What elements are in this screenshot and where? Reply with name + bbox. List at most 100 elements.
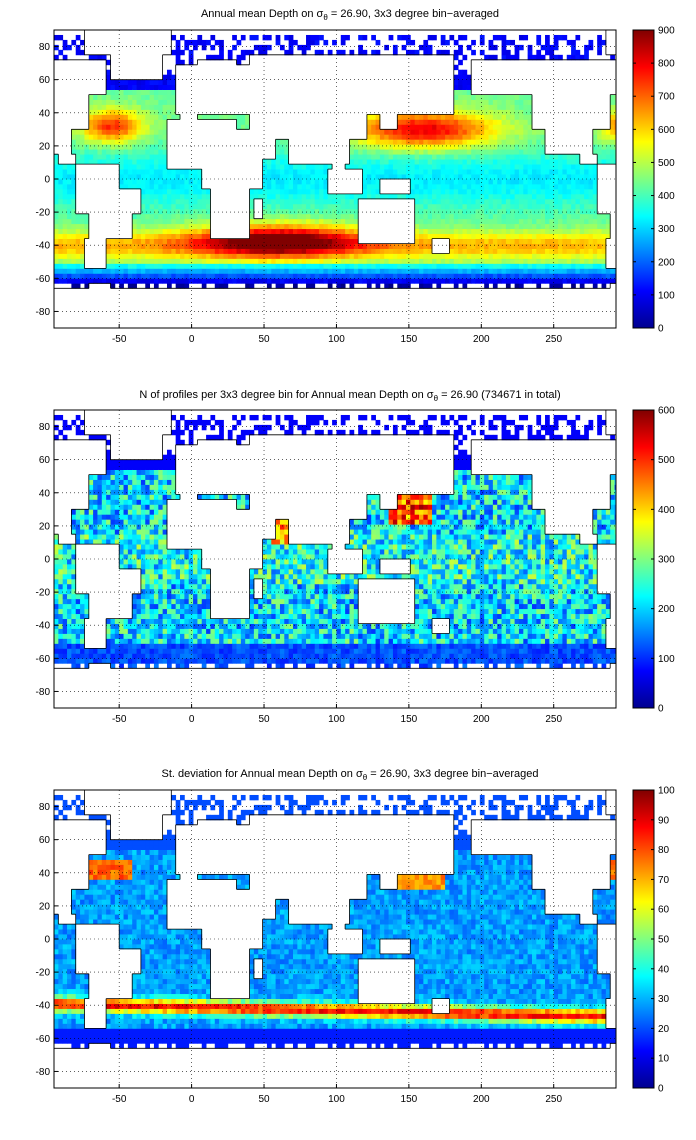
data-cell xyxy=(279,198,285,205)
data-cell xyxy=(492,183,498,190)
data-cell xyxy=(336,253,342,259)
data-cell xyxy=(175,618,181,624)
data-cell xyxy=(275,253,281,259)
data-cell xyxy=(392,174,398,180)
data-cell xyxy=(62,223,68,230)
data-cell xyxy=(193,263,198,269)
data-cell xyxy=(123,134,129,140)
data-cell xyxy=(197,573,203,580)
data-cell xyxy=(336,243,342,249)
data-cell xyxy=(523,34,529,41)
data-cell xyxy=(54,218,59,225)
data-cell xyxy=(184,218,190,225)
data-cell xyxy=(158,573,164,580)
data-cell xyxy=(297,174,303,180)
data-cell xyxy=(175,44,181,51)
data-cell xyxy=(67,164,72,170)
data-cell xyxy=(67,233,72,239)
data-cell xyxy=(75,218,81,225)
data-cell xyxy=(62,238,68,244)
data-cell xyxy=(97,474,103,480)
data-cell xyxy=(545,154,550,160)
data-cell xyxy=(284,193,290,200)
data-cell xyxy=(119,263,124,269)
data-cell xyxy=(449,218,455,225)
data-cell xyxy=(119,479,124,485)
data-cell xyxy=(84,509,90,515)
data-cell xyxy=(271,183,277,190)
data-cell xyxy=(245,653,250,659)
data-cell xyxy=(527,243,533,249)
data-cell xyxy=(319,179,324,185)
data-cell xyxy=(375,193,381,200)
data-cell xyxy=(327,253,333,259)
data-cell xyxy=(466,114,472,120)
data-cell xyxy=(484,278,489,284)
data-cell xyxy=(549,258,555,264)
data-cell xyxy=(284,174,290,180)
data-cell xyxy=(458,253,463,259)
data-cell xyxy=(449,258,455,264)
data-cell xyxy=(153,663,159,669)
data-cell xyxy=(536,208,542,215)
data-cell xyxy=(419,193,424,200)
data-cell xyxy=(236,39,242,46)
data-cell xyxy=(436,139,442,145)
data-cell xyxy=(492,208,498,215)
data-cell xyxy=(453,228,459,235)
data-cell xyxy=(271,228,277,235)
data-cell xyxy=(106,149,111,155)
data-cell xyxy=(462,278,468,284)
data-cell xyxy=(54,278,59,284)
data-cell xyxy=(240,648,246,654)
data-cell xyxy=(219,268,224,274)
data-cell xyxy=(440,134,446,140)
data-cell xyxy=(327,218,333,225)
data-cell xyxy=(514,129,520,135)
data-cell xyxy=(158,613,164,619)
data-cell xyxy=(549,164,555,170)
data-cell xyxy=(288,193,294,200)
data-cell xyxy=(54,263,59,269)
data-cell xyxy=(601,223,607,230)
data-cell xyxy=(310,213,316,220)
data-cell xyxy=(275,34,281,41)
data-cell xyxy=(145,233,150,239)
data-cell xyxy=(505,198,511,205)
data-cell xyxy=(531,243,537,249)
data-cell xyxy=(392,193,398,200)
data-cell xyxy=(488,253,494,259)
data-cell xyxy=(401,34,407,41)
data-cell xyxy=(110,268,116,274)
data-cell xyxy=(479,169,485,175)
data-cell xyxy=(210,658,216,664)
data-cell xyxy=(266,203,272,210)
data-cell xyxy=(114,628,120,634)
data-cell xyxy=(419,134,424,140)
data-cell xyxy=(349,203,355,210)
data-cell xyxy=(171,549,177,555)
data-cell xyxy=(588,233,594,239)
data-cell xyxy=(140,164,146,170)
data-cell xyxy=(440,119,446,125)
data-cell xyxy=(510,228,516,235)
data-cell xyxy=(62,188,68,195)
data-cell xyxy=(54,228,59,235)
data-cell xyxy=(132,134,137,140)
data-cell xyxy=(466,233,472,239)
data-cell xyxy=(93,653,98,659)
data-cell xyxy=(171,464,177,470)
data-cell xyxy=(484,223,489,230)
data-cell xyxy=(93,273,98,279)
data-cell xyxy=(136,169,142,175)
data-cell xyxy=(97,494,103,500)
data-cell xyxy=(592,179,598,185)
data-cell xyxy=(558,193,563,200)
data-cell xyxy=(162,263,168,269)
data-cell xyxy=(219,39,224,46)
data-cell xyxy=(518,263,524,269)
data-cell xyxy=(323,169,329,175)
data-cell xyxy=(427,243,433,249)
data-cell xyxy=(162,539,168,545)
data-cell xyxy=(227,494,233,500)
